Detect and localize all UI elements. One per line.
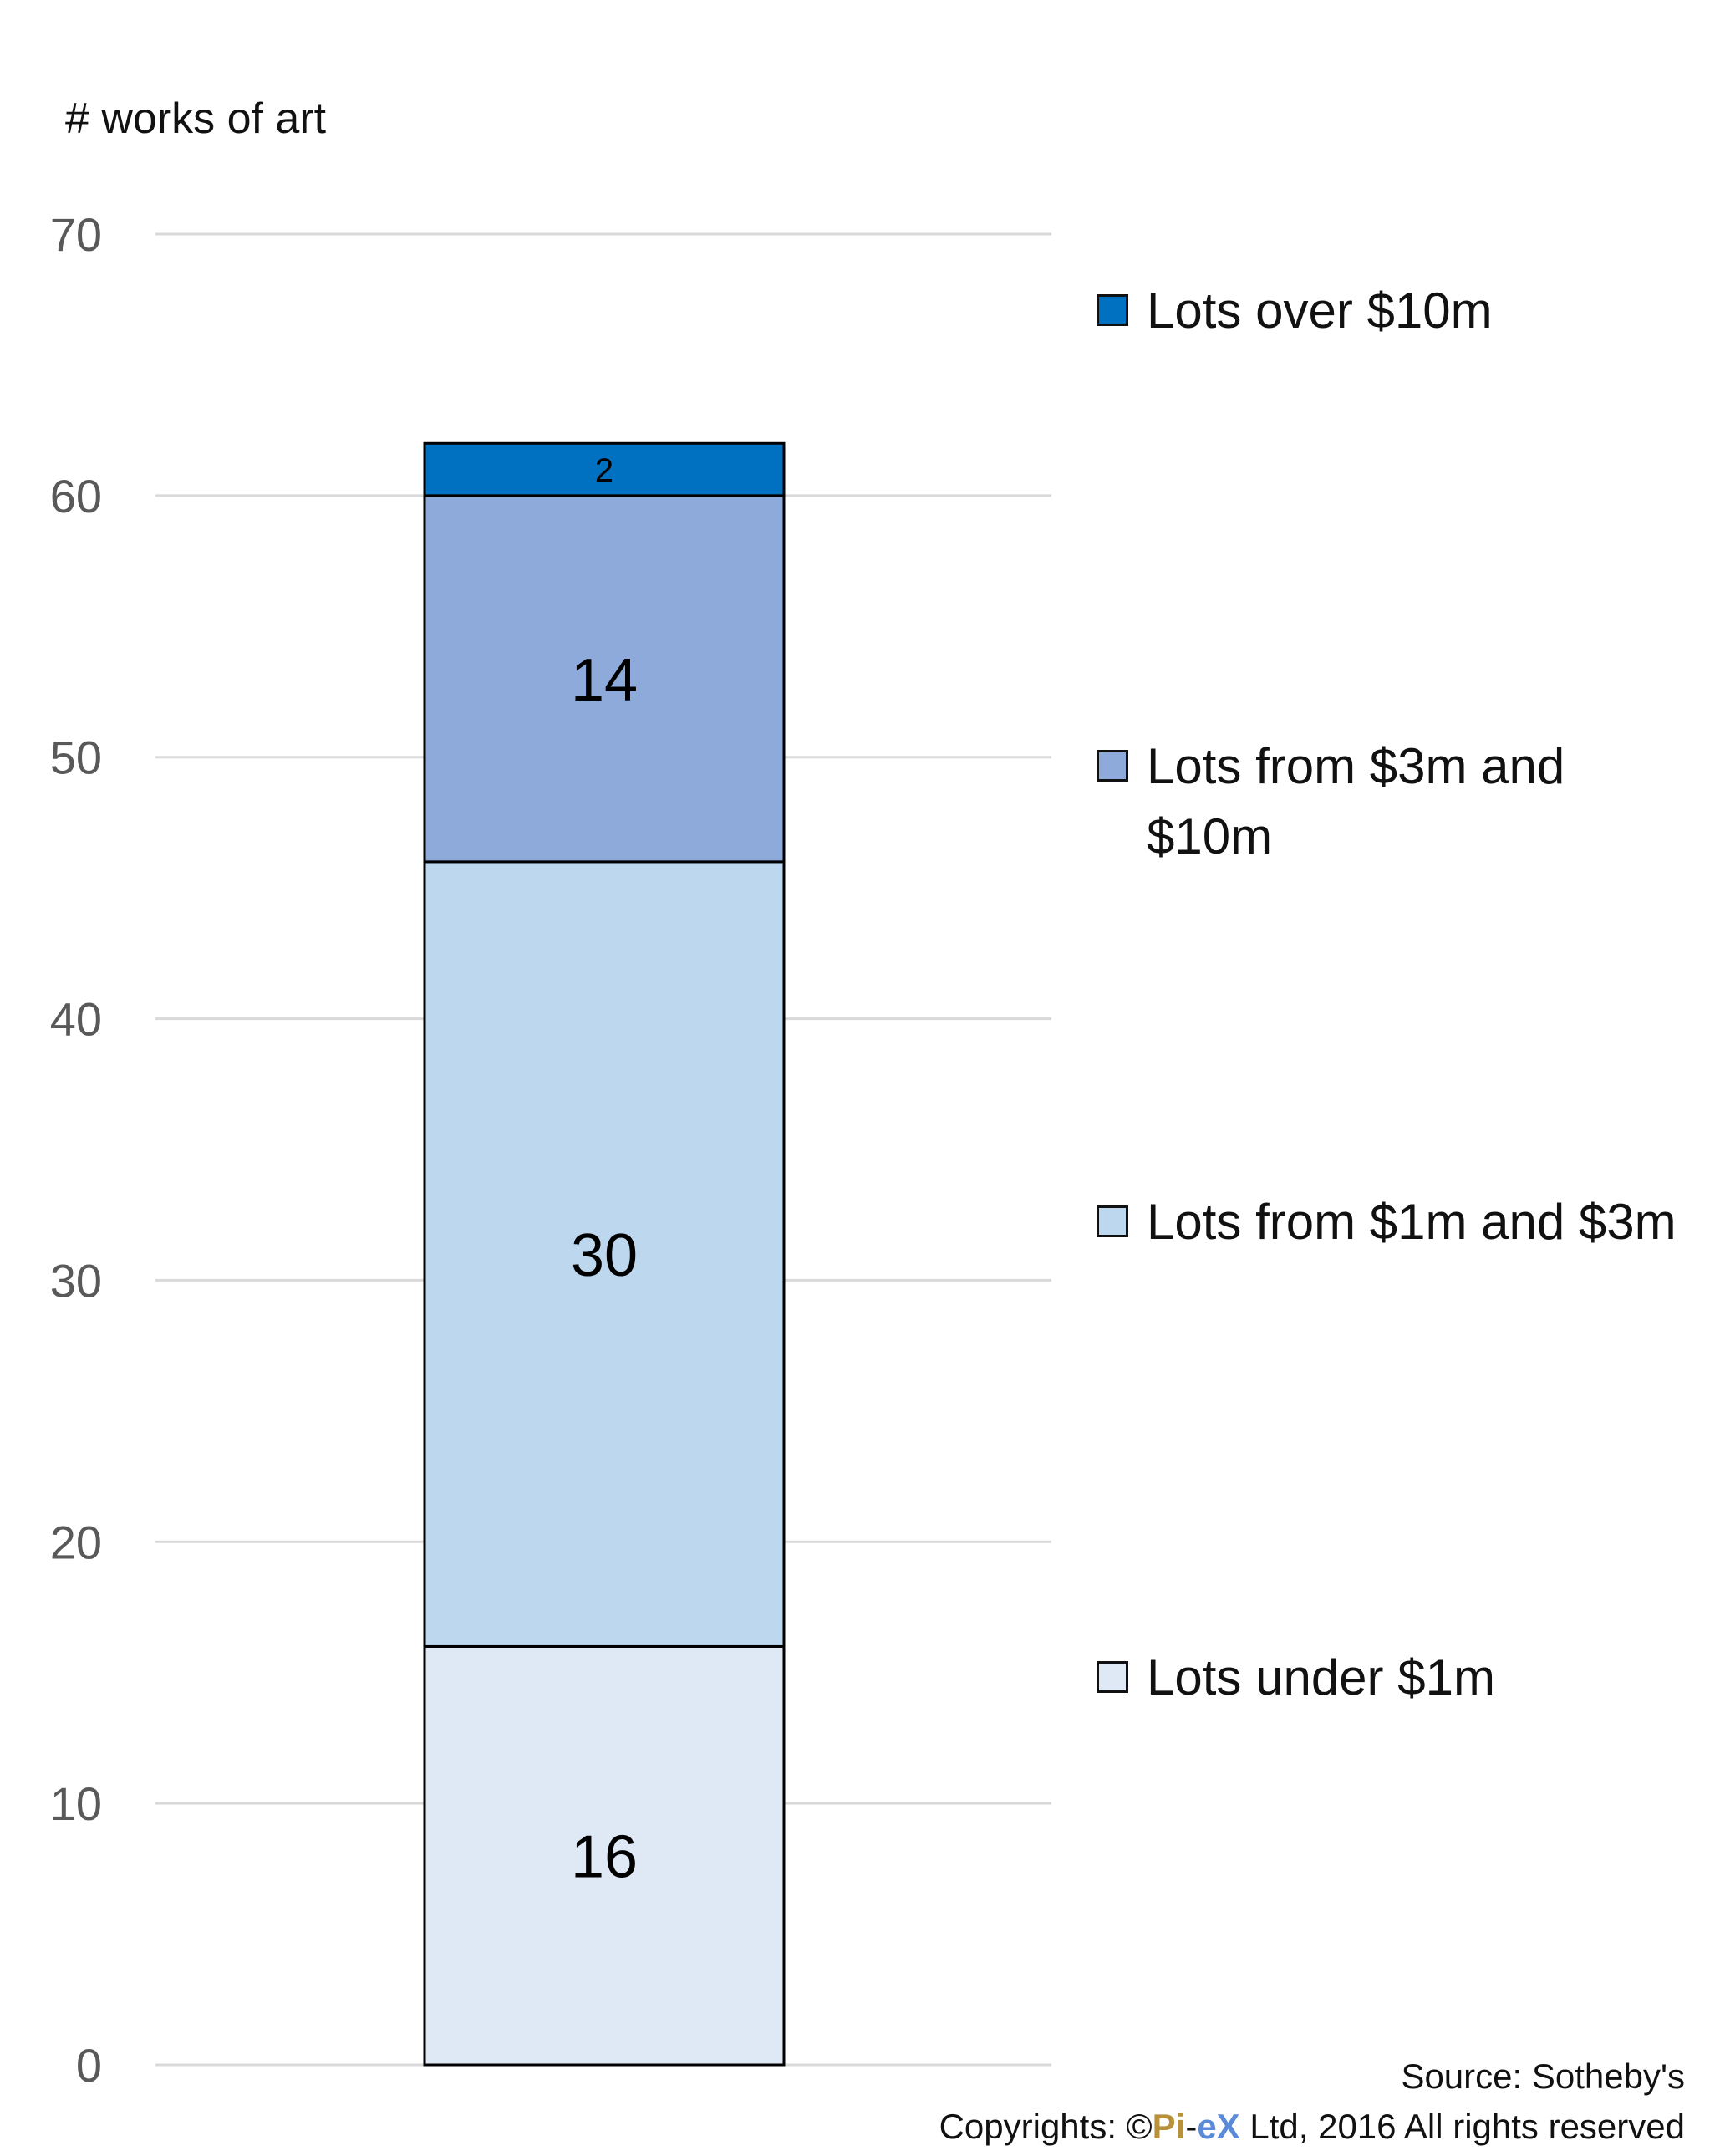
legend-swatch <box>1097 750 1128 782</box>
bar-segment-3 <box>423 441 786 497</box>
legend-item: Lots from $1m and $3m <box>1097 1187 1682 1257</box>
legend-swatch <box>1097 294 1128 326</box>
legend-label: Lots from $1m and $3m <box>1147 1194 1677 1250</box>
bar-segment-1 <box>423 860 786 1648</box>
y-tick-label: 20 <box>50 1516 102 1568</box>
y-axis-label: # works of art <box>65 94 327 143</box>
legend-label: Lots from $3m and $10m <box>1147 738 1565 864</box>
brand-dash: - <box>1185 2107 1198 2146</box>
bar-stack <box>423 441 786 2067</box>
y-tick-label: 70 <box>50 208 102 261</box>
legend-label: Lots under $1m <box>1147 1649 1495 1705</box>
y-tick-label: 50 <box>50 731 102 784</box>
data-label-2: 14 <box>571 647 638 714</box>
bar-segment-0 <box>423 1644 786 2067</box>
y-tick-label: 30 <box>50 1254 102 1307</box>
y-tick-label: 40 <box>50 993 102 1046</box>
copyright-suffix: Ltd, 2016 All rights reserved <box>1239 2107 1685 2146</box>
data-labels: 16 30 14 2 <box>571 452 638 1891</box>
legend-item: Lots from $3m and $10m <box>1097 731 1682 872</box>
source-note: Source: Sotheby's <box>1401 2057 1685 2096</box>
legend-item: Lots over $10m <box>1097 276 1682 346</box>
data-label-0: 16 <box>571 1824 638 1891</box>
y-tick-label: 10 <box>50 1777 102 1830</box>
data-label-1: 30 <box>571 1222 638 1289</box>
copyright-note: Copyrights: ©Pi-eX Ltd, 2016 All rights … <box>939 2107 1685 2147</box>
brand-pi: Pi <box>1152 2107 1186 2146</box>
legend-swatch <box>1097 1205 1128 1237</box>
brand-ex: eX <box>1197 2107 1240 2146</box>
y-tick-label: 0 <box>76 2039 102 2092</box>
legend-item: Lots under $1m <box>1097 1643 1682 1713</box>
legend-swatch <box>1097 1661 1128 1693</box>
bar-segment-2 <box>423 494 786 864</box>
copyright-prefix: Copyrights: © <box>939 2107 1153 2146</box>
y-tick-label: 60 <box>50 470 102 522</box>
y-axis-ticks: 0 10 20 30 40 50 60 70 <box>50 208 102 2092</box>
legend-label: Lots over $10m <box>1147 283 1493 339</box>
data-label-3: 2 <box>595 452 613 489</box>
